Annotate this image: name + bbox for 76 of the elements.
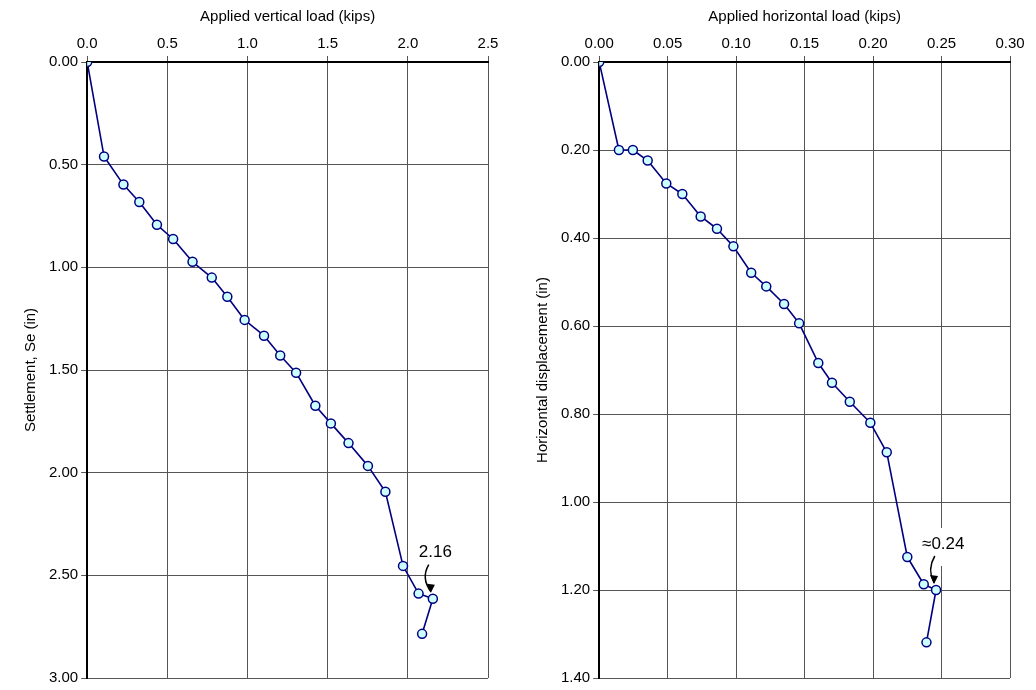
y-tick-label: 1.50	[48, 360, 79, 378]
y-tick-label: 0.50	[48, 154, 79, 172]
y-tick-label: 0.00	[48, 52, 79, 70]
x-tick-label: 2.0	[397, 34, 419, 52]
x-tick-label: 1.0	[237, 34, 258, 52]
x-tick-label: 0.25	[926, 34, 957, 52]
point	[627, 144, 639, 156]
point	[416, 628, 428, 640]
y-tick-label: 1.20	[560, 580, 591, 598]
x-tick-label: 0.05	[653, 34, 683, 52]
y-tick-label: 3.00	[48, 668, 79, 686]
point	[642, 155, 653, 166]
y-axis-title: Horizontal displacement (in)	[533, 277, 551, 463]
y-tick-label: 1.00	[560, 492, 591, 510]
x-tick-label: 0.15	[790, 34, 820, 52]
x-tick-label: 0.5	[156, 34, 178, 52]
y-tick-label: 1.40	[560, 668, 591, 686]
x-tick-label: 0.30	[995, 34, 1025, 52]
point	[761, 281, 772, 292]
x-tick-label: 0.0	[76, 34, 98, 52]
point	[711, 223, 723, 235]
point	[98, 151, 110, 162]
annotation: ≈0.24	[922, 533, 965, 553]
point	[745, 267, 757, 279]
point	[151, 219, 163, 231]
point	[728, 241, 739, 252]
point	[343, 437, 354, 449]
point	[187, 256, 198, 268]
point	[918, 579, 929, 590]
point	[290, 367, 302, 378]
x-tick-label: 0.00	[584, 34, 614, 52]
point	[921, 637, 932, 648]
point	[844, 396, 856, 407]
x-axis-title: Applied horizontal load (kips)	[708, 7, 901, 25]
annotation: 2.16	[418, 542, 452, 562]
point	[239, 314, 250, 326]
point	[930, 584, 942, 596]
point	[661, 178, 672, 189]
x-tick-label: 2.5	[477, 34, 499, 52]
point	[258, 330, 270, 341]
x-axis-title: Applied vertical load (kips)	[200, 7, 376, 25]
point	[778, 298, 790, 310]
y-tick-label: 0.60	[560, 316, 591, 334]
point	[881, 447, 893, 458]
y-tick-label: 1.00	[48, 257, 79, 275]
y-tick-label: 2.50	[48, 565, 79, 583]
y-tick-label: 0.20	[560, 140, 591, 158]
point	[613, 144, 625, 156]
point	[274, 350, 286, 361]
point	[793, 318, 805, 329]
point	[362, 460, 374, 472]
point	[397, 560, 409, 572]
point	[134, 196, 145, 208]
x-tick-label: 1.5	[317, 34, 339, 52]
point	[380, 486, 391, 498]
point	[222, 291, 233, 302]
point	[206, 272, 218, 283]
point	[310, 400, 321, 411]
point	[813, 357, 824, 369]
point	[902, 551, 913, 563]
y-tick-label: 0.40	[560, 228, 591, 246]
y-tick-label: 0.00	[560, 52, 591, 70]
point	[167, 233, 179, 245]
point	[826, 377, 838, 389]
point	[427, 593, 439, 604]
point	[118, 179, 129, 190]
x-tick-label: 0.10	[721, 34, 751, 52]
point	[413, 588, 424, 599]
point	[695, 211, 706, 222]
point	[677, 188, 688, 200]
point	[325, 418, 337, 429]
x-tick-label: 0.20	[858, 34, 888, 52]
y-axis-title: Settlement, Se (in)	[21, 307, 39, 433]
y-tick-label: 2.00	[48, 462, 79, 480]
point	[865, 417, 876, 429]
y-tick-label: 0.80	[560, 404, 591, 422]
